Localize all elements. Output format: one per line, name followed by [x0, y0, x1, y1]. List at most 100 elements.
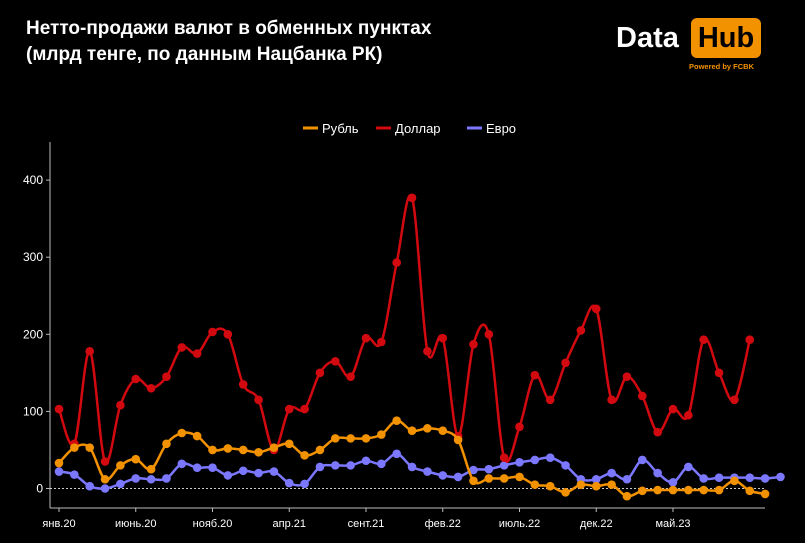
- data-point-0: [392, 416, 402, 425]
- data-point-1: [622, 372, 632, 382]
- data-point-0: [162, 439, 171, 449]
- data-point-0: [54, 458, 64, 468]
- data-point-2: [607, 468, 616, 478]
- data-point-1: [254, 395, 263, 405]
- data-point-1: [162, 372, 171, 382]
- data-point-0: [653, 485, 662, 495]
- data-point-1: [346, 372, 355, 382]
- data-point-2: [116, 479, 125, 489]
- title-line-1: Нетто-продажи валют в обменных пунктах: [26, 18, 432, 39]
- data-point-2: [284, 478, 294, 488]
- data-point-2: [300, 479, 309, 489]
- data-point-1: [561, 358, 570, 368]
- data-point-1: [315, 368, 325, 378]
- y-tick-label: 200: [23, 327, 43, 341]
- data-point-0: [377, 430, 386, 439]
- data-point-0: [638, 486, 647, 496]
- data-point-2: [346, 461, 355, 470]
- data-point-1: [116, 400, 125, 410]
- data-point-2: [254, 468, 263, 478]
- y-tick-label: 100: [23, 404, 43, 418]
- data-point-0: [684, 485, 693, 495]
- data-point-2: [622, 474, 632, 484]
- logo-data-text: Data: [616, 22, 679, 54]
- data-point-0: [423, 424, 432, 433]
- x-tick-label: дек.22: [580, 518, 613, 530]
- data-point-0: [760, 489, 770, 499]
- data-point-2: [162, 474, 171, 483]
- data-point-2: [776, 472, 785, 482]
- x-tick-label: июль.22: [499, 518, 541, 530]
- data-point-1: [392, 258, 402, 267]
- data-point-2: [223, 471, 233, 480]
- data-point-2: [453, 472, 463, 482]
- data-point-0: [223, 444, 233, 453]
- data-point-2: [70, 470, 79, 479]
- legend-label-1: Доллар: [395, 121, 441, 136]
- data-point-1: [591, 304, 601, 314]
- data-point-0: [730, 476, 739, 486]
- data-point-1: [407, 193, 417, 203]
- data-point-2: [745, 473, 755, 483]
- data-point-2: [760, 474, 770, 483]
- data-point-1: [100, 457, 110, 466]
- data-point-0: [131, 454, 141, 464]
- data-point-0: [469, 476, 478, 486]
- data-point-1: [530, 370, 540, 380]
- title-line-2: (млрд тенге, по данным Нацбанка РК): [26, 44, 383, 65]
- x-tick-label: янв.20: [42, 518, 75, 530]
- data-point-1: [300, 404, 309, 414]
- data-point-1: [54, 404, 64, 414]
- y-tick-label: 0: [36, 482, 43, 496]
- data-point-0: [300, 451, 309, 460]
- data-point-1: [576, 326, 586, 335]
- data-point-0: [146, 464, 156, 474]
- data-point-2: [684, 462, 693, 472]
- logo-powered-by: Powered by FCBK: [689, 62, 755, 71]
- data-point-2: [545, 453, 555, 462]
- data-point-1: [730, 395, 739, 405]
- data-point-2: [499, 461, 509, 470]
- data-point-0: [530, 480, 540, 489]
- data-point-0: [331, 434, 340, 443]
- data-point-1: [361, 333, 371, 343]
- data-point-0: [100, 474, 110, 484]
- x-tick-label: нояб.20: [193, 518, 233, 530]
- data-point-1: [85, 346, 94, 356]
- data-point-2: [331, 461, 340, 470]
- data-point-0: [622, 491, 632, 501]
- data-point-0: [745, 486, 755, 496]
- data-point-2: [714, 473, 724, 483]
- data-point-2: [668, 478, 678, 487]
- data-point-2: [469, 465, 478, 475]
- data-point-1: [668, 404, 678, 414]
- data-point-2: [238, 466, 248, 476]
- y-tick-label: 300: [23, 250, 43, 264]
- data-point-2: [699, 474, 708, 483]
- legend-label-0: Рубль: [322, 121, 359, 136]
- data-point-2: [85, 481, 94, 491]
- data-point-2: [638, 455, 647, 465]
- data-point-1: [423, 346, 432, 356]
- data-point-0: [545, 481, 555, 491]
- x-tick-label: апр.21: [273, 518, 306, 530]
- data-point-0: [407, 426, 417, 435]
- data-point-0: [499, 474, 509, 483]
- data-point-2: [192, 463, 202, 472]
- data-point-1: [684, 410, 693, 420]
- data-point-0: [438, 426, 448, 435]
- data-point-1: [331, 356, 340, 366]
- data-point-1: [131, 374, 141, 384]
- data-point-1: [499, 453, 509, 462]
- data-point-2: [315, 462, 325, 472]
- data-point-0: [561, 488, 570, 497]
- data-point-1: [699, 335, 708, 344]
- data-point-2: [361, 456, 371, 466]
- data-point-2: [591, 474, 601, 484]
- data-point-0: [576, 480, 586, 489]
- data-point-2: [407, 462, 417, 472]
- x-tick-label: фев.22: [425, 518, 461, 530]
- data-point-1: [177, 343, 187, 352]
- data-point-2: [484, 464, 494, 474]
